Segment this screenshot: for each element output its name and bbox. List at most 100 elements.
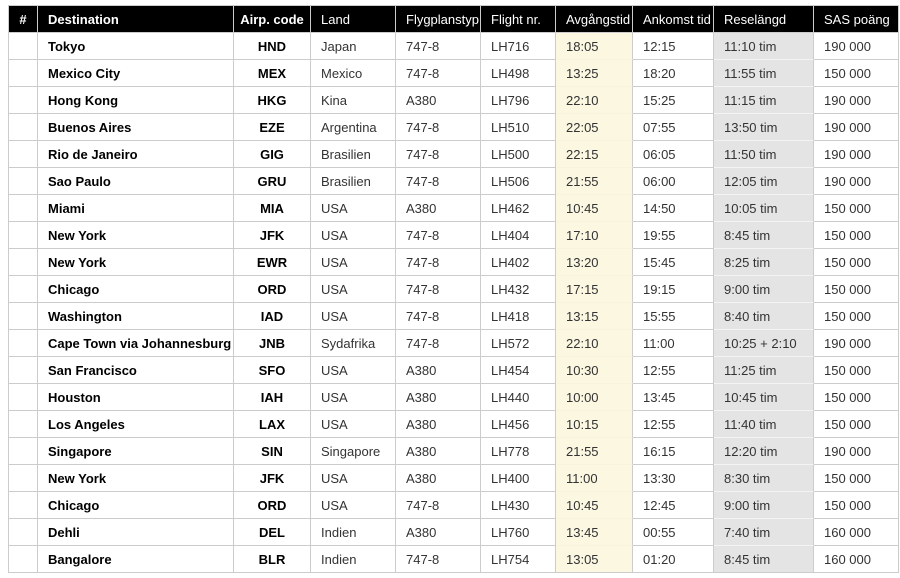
cell-arrival-time: 13:30 <box>633 465 714 492</box>
cell-sas-points: 150 000 <box>814 411 899 438</box>
cell-destination: Bangalore <box>38 546 234 573</box>
column-header-flight-number: Flight nr. <box>481 6 556 33</box>
cell-arrival-time: 19:15 <box>633 276 714 303</box>
cell-travel-duration: 11:10 tim <box>714 33 814 60</box>
cell-airport-code: BLR <box>234 546 311 573</box>
cell-arrival-time: 07:55 <box>633 114 714 141</box>
cell-flight-number: LH400 <box>481 465 556 492</box>
cell-travel-duration: 9:00 tim <box>714 276 814 303</box>
cell-departure-time: 18:05 <box>556 33 633 60</box>
cell-aircraft-type: A380 <box>396 519 481 546</box>
cell-departure-time: 10:45 <box>556 492 633 519</box>
cell-rank <box>9 357 38 384</box>
cell-travel-duration: 12:20 tim <box>714 438 814 465</box>
cell-arrival-time: 12:55 <box>633 357 714 384</box>
cell-destination: Singapore <box>38 438 234 465</box>
cell-land: USA <box>311 249 396 276</box>
cell-departure-time: 13:45 <box>556 519 633 546</box>
cell-departure-time: 21:55 <box>556 168 633 195</box>
cell-flight-number: LH778 <box>481 438 556 465</box>
cell-rank <box>9 60 38 87</box>
cell-airport-code: ORD <box>234 492 311 519</box>
cell-aircraft-type: 747-8 <box>396 222 481 249</box>
table-row: Tokyo HND Japan 747-8 LH716 18:05 12:15 11:10 t… <box>9 33 899 60</box>
cell-travel-duration: 8:40 tim <box>714 303 814 330</box>
cell-travel-duration: 10:05 tim <box>714 195 814 222</box>
cell-land: USA <box>311 195 396 222</box>
table-body: Tokyo HND Japan 747-8 LH716 18:05 12:15 11:10 t… <box>9 33 899 573</box>
cell-land: USA <box>311 303 396 330</box>
column-header-rank: # <box>9 6 38 33</box>
cell-land: Sydafrika <box>311 330 396 357</box>
table-row: Mexico City MEX Mexico 747-8 LH498 13:25 18:20… <box>9 60 899 87</box>
cell-land: USA <box>311 222 396 249</box>
cell-flight-number: LH754 <box>481 546 556 573</box>
table-row: Singapore SIN Singapore A380 LH778 21:55 16:15… <box>9 438 899 465</box>
cell-travel-duration: 8:30 tim <box>714 465 814 492</box>
cell-flight-number: LH506 <box>481 168 556 195</box>
cell-departure-time: 21:55 <box>556 438 633 465</box>
cell-sas-points: 190 000 <box>814 141 899 168</box>
cell-destination: New York <box>38 465 234 492</box>
cell-flight-number: LH716 <box>481 33 556 60</box>
table-row: Chicago ORD USA 747-8 LH430 10:45 12:45 9:00 ti… <box>9 492 899 519</box>
cell-rank <box>9 222 38 249</box>
cell-airport-code: IAH <box>234 384 311 411</box>
cell-travel-duration: 11:25 tim <box>714 357 814 384</box>
cell-aircraft-type: 747-8 <box>396 546 481 573</box>
cell-land: USA <box>311 492 396 519</box>
cell-airport-code: MEX <box>234 60 311 87</box>
cell-flight-number: LH430 <box>481 492 556 519</box>
cell-airport-code: ORD <box>234 276 311 303</box>
cell-rank <box>9 384 38 411</box>
cell-land: Brasilien <box>311 168 396 195</box>
cell-travel-duration: 7:40 tim <box>714 519 814 546</box>
cell-airport-code: JFK <box>234 465 311 492</box>
cell-aircraft-type: 747-8 <box>396 141 481 168</box>
cell-rank <box>9 492 38 519</box>
cell-travel-duration: 11:55 tim <box>714 60 814 87</box>
cell-travel-duration: 9:00 tim <box>714 492 814 519</box>
cell-aircraft-type: 747-8 <box>396 249 481 276</box>
cell-rank <box>9 87 38 114</box>
cell-airport-code: LAX <box>234 411 311 438</box>
header-row: # Destination Airp. code Land Flygplanst… <box>9 6 899 33</box>
cell-sas-points: 150 000 <box>814 384 899 411</box>
cell-arrival-time: 06:00 <box>633 168 714 195</box>
cell-sas-points: 160 000 <box>814 519 899 546</box>
cell-flight-number: LH760 <box>481 519 556 546</box>
cell-flight-number: LH456 <box>481 411 556 438</box>
table-row: Dehli DEL Indien A380 LH760 13:45 00:55 7:40 ti… <box>9 519 899 546</box>
cell-airport-code: JFK <box>234 222 311 249</box>
cell-rank <box>9 546 38 573</box>
cell-destination: Hong Kong <box>38 87 234 114</box>
cell-airport-code: HKG <box>234 87 311 114</box>
cell-flight-number: LH404 <box>481 222 556 249</box>
cell-sas-points: 150 000 <box>814 249 899 276</box>
cell-land: Kina <box>311 87 396 114</box>
cell-aircraft-type: A380 <box>396 357 481 384</box>
cell-travel-duration: 11:50 tim <box>714 141 814 168</box>
cell-destination: Buenos Aires <box>38 114 234 141</box>
cell-departure-time: 13:20 <box>556 249 633 276</box>
cell-rank <box>9 141 38 168</box>
cell-travel-duration: 8:45 tim <box>714 546 814 573</box>
flight-table: # Destination Airp. code Land Flygplanst… <box>8 5 899 573</box>
table-row: Chicago ORD USA 747-8 LH432 17:15 19:15 9:00 ti… <box>9 276 899 303</box>
cell-land: Indien <box>311 519 396 546</box>
cell-flight-number: LH432 <box>481 276 556 303</box>
cell-flight-number: LH418 <box>481 303 556 330</box>
cell-land: Brasilien <box>311 141 396 168</box>
cell-airport-code: JNB <box>234 330 311 357</box>
cell-sas-points: 190 000 <box>814 168 899 195</box>
cell-travel-duration: 12:05 tim <box>714 168 814 195</box>
cell-travel-duration: 8:45 tim <box>714 222 814 249</box>
cell-rank <box>9 519 38 546</box>
column-header-travel-duration: Reselängd <box>714 6 814 33</box>
cell-arrival-time: 12:15 <box>633 33 714 60</box>
cell-destination: Cape Town via Johannesburg <box>38 330 234 357</box>
cell-departure-time: 10:30 <box>556 357 633 384</box>
cell-rank <box>9 195 38 222</box>
cell-destination: New York <box>38 249 234 276</box>
cell-rank <box>9 438 38 465</box>
